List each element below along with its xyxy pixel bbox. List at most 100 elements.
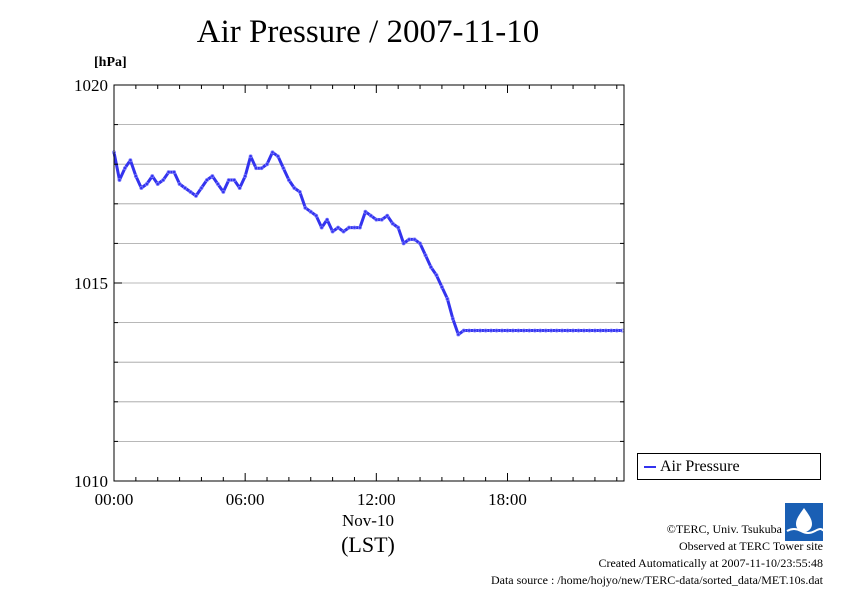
data-point: [379, 217, 384, 222]
data-point: [571, 328, 576, 333]
data-point: [434, 273, 439, 278]
data-point: [183, 186, 187, 190]
data-point: [592, 328, 597, 333]
y-tick-label: 1015: [74, 274, 108, 293]
data-point: [554, 328, 559, 333]
data-point: [598, 328, 603, 333]
x-tick-label: 12:00: [357, 490, 396, 509]
data-point: [560, 328, 565, 333]
data-point: [166, 170, 171, 175]
data-point: [505, 328, 510, 333]
data-point: [232, 178, 237, 182]
x-tick-label: 06:00: [226, 490, 265, 509]
data-point: [210, 174, 215, 179]
data-point: [363, 209, 368, 214]
data-point: [549, 328, 554, 333]
data-point: [259, 166, 264, 171]
data-point: [276, 154, 280, 159]
data-point: [352, 225, 357, 230]
data-point: [221, 189, 226, 194]
data-point: [215, 182, 220, 186]
y-tick-label: 1010: [74, 472, 108, 491]
data-point: [423, 253, 428, 258]
data-point: [374, 217, 379, 222]
data-point: [194, 193, 198, 198]
data-point: [587, 328, 592, 333]
footer-observed: Observed at TERC Tower site: [678, 539, 823, 553]
data-point: [357, 225, 362, 230]
data-point: [576, 328, 581, 333]
chart-title: Air Pressure / 2007-11-10: [196, 14, 540, 50]
data-point: [494, 328, 499, 333]
data-point: [510, 328, 515, 333]
data-point: [172, 170, 177, 175]
axis-ticks: [113, 84, 624, 482]
data-point: [532, 328, 537, 333]
data-point: [303, 205, 308, 210]
data-point: [489, 328, 494, 333]
data-point: [467, 328, 472, 333]
data-point: [341, 229, 346, 234]
data-point: [483, 328, 488, 333]
data-point: [199, 186, 204, 190]
data-point: [188, 189, 193, 194]
data-point: [396, 225, 401, 230]
data-point: [155, 182, 160, 186]
data-point: [439, 285, 444, 289]
data-point: [161, 178, 166, 182]
data-point: [412, 237, 417, 242]
data-point: [538, 328, 543, 333]
data-point: [445, 296, 450, 301]
data-point: [429, 265, 433, 270]
data-point: [150, 174, 155, 179]
data-point: [582, 328, 586, 333]
x-date-label: Nov-10: [342, 511, 394, 530]
data-point: [122, 166, 127, 171]
data-point: [565, 328, 570, 333]
legend-label: Air Pressure: [660, 458, 740, 475]
data-point: [614, 328, 619, 333]
terc-logo: [785, 503, 823, 541]
data-point: [128, 158, 133, 163]
data-point: [177, 182, 182, 186]
x-zone-label: (LST): [341, 532, 395, 557]
data-point: [543, 328, 548, 333]
series-line: [112, 150, 623, 336]
data-point: [314, 213, 319, 218]
data-point: [265, 162, 269, 167]
data-point: [117, 178, 122, 182]
footer-copyright: ©TERC, Univ. Tsukuba: [666, 522, 782, 536]
data-point: [368, 213, 373, 218]
data-point: [407, 237, 412, 242]
data-point: [527, 328, 532, 333]
data-point: [281, 166, 286, 171]
data-point: [248, 154, 253, 159]
data-point: [319, 225, 324, 230]
series-air-pressure: [112, 150, 625, 337]
data-point: [237, 186, 242, 190]
data-point: [308, 209, 313, 214]
data-point: [254, 166, 259, 171]
data-point: [270, 150, 275, 155]
x-tick-label: 00:00: [95, 490, 134, 509]
data-point: [418, 241, 422, 246]
data-point: [385, 213, 390, 218]
data-point: [292, 186, 297, 190]
x-tick-label: 18:00: [488, 490, 527, 509]
data-point: [336, 225, 341, 230]
data-point: [204, 178, 209, 182]
data-point: [330, 229, 335, 234]
data-point: [390, 221, 395, 226]
data-point: [478, 328, 483, 333]
data-point: [472, 328, 477, 333]
data-point: [603, 328, 608, 333]
data-point: [521, 328, 526, 333]
footer-source: Data source : /home/hojyo/new/TERC-data/…: [490, 573, 823, 587]
legend-swatch: [644, 466, 656, 468]
data-point: [226, 178, 231, 182]
data-point: [297, 189, 302, 194]
data-point: [325, 217, 330, 222]
data-point: [456, 332, 461, 337]
data-point: [500, 328, 504, 333]
